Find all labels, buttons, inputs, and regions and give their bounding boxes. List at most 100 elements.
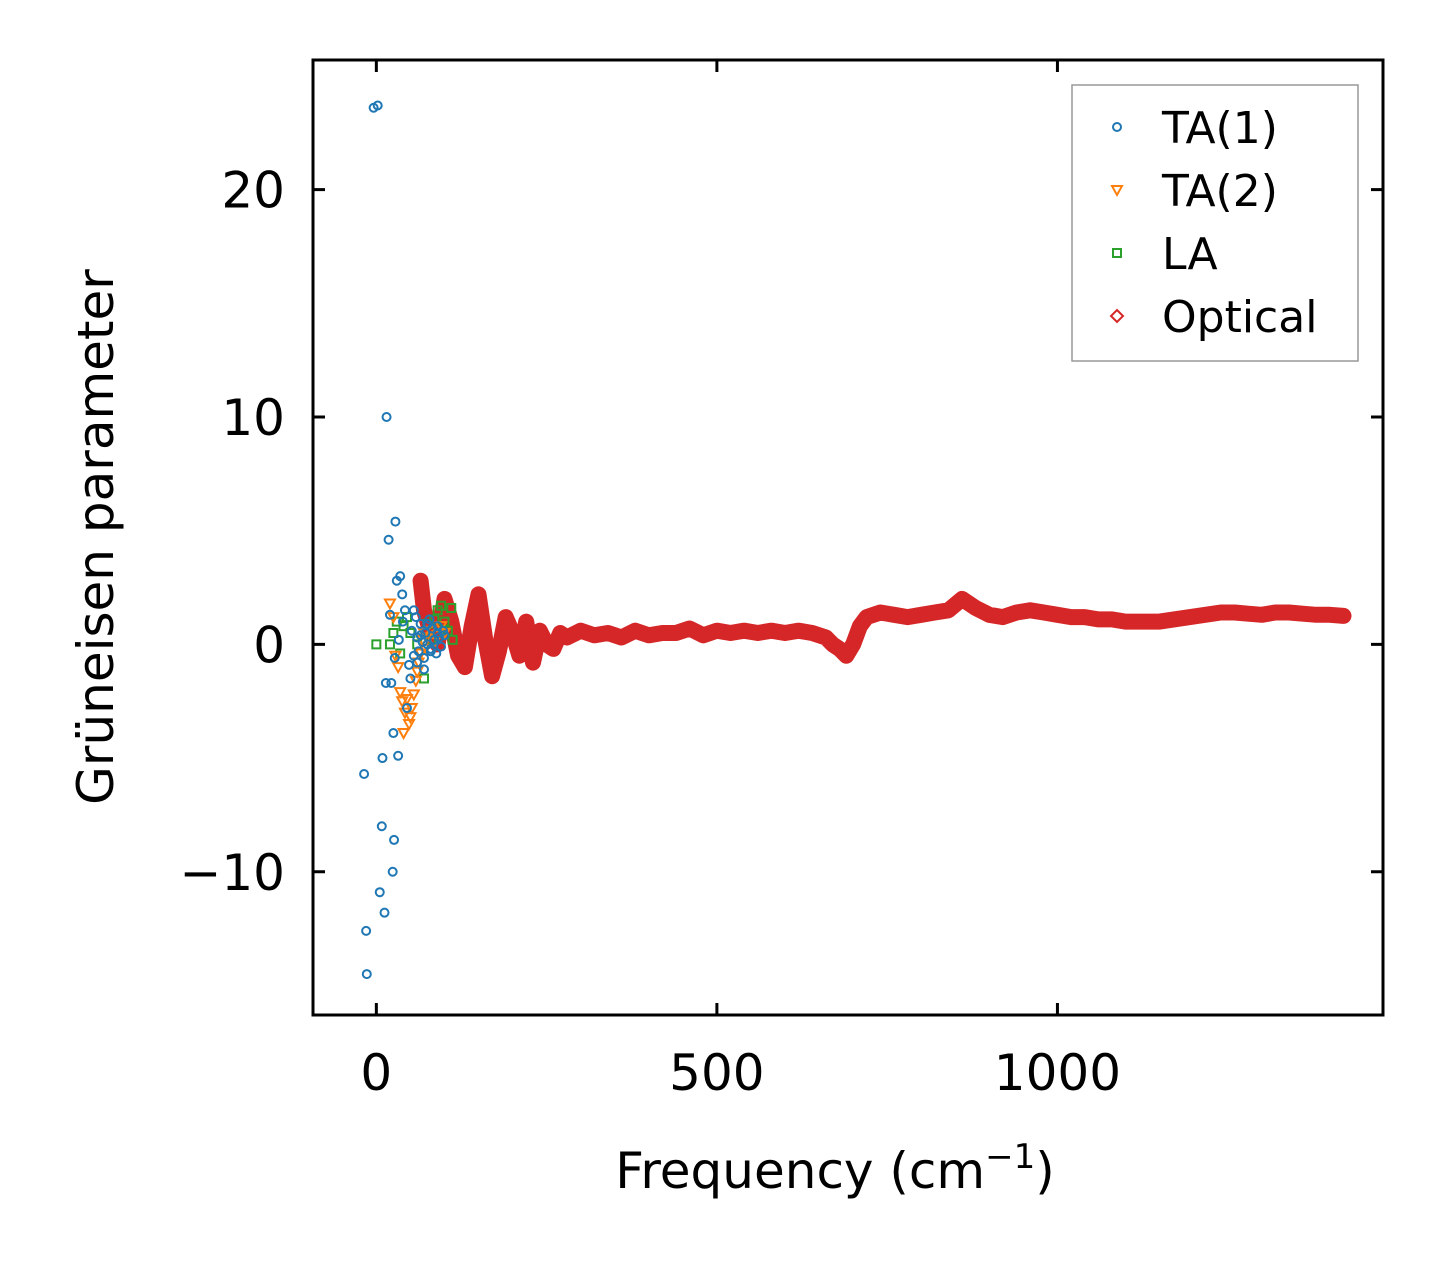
series-optical [412, 572, 1352, 685]
data-point [1152, 614, 1168, 630]
data-point [405, 703, 419, 716]
data-point [359, 768, 370, 779]
data-point [804, 625, 820, 641]
data-point [654, 625, 670, 641]
data-point [723, 625, 738, 641]
data-point [709, 623, 725, 639]
data-point [941, 602, 956, 618]
data-point [1213, 605, 1229, 620]
data-point [518, 614, 534, 630]
data-point [415, 618, 426, 629]
data-point [432, 628, 443, 638]
data-point [415, 630, 426, 641]
data-point [403, 712, 418, 725]
data-point [695, 627, 711, 643]
data-point [396, 728, 411, 741]
data-point [405, 673, 416, 684]
data-point [395, 571, 406, 582]
data-point [954, 591, 970, 607]
data-point [416, 602, 432, 618]
data-point [525, 655, 541, 670]
data-point [845, 636, 861, 652]
y-tick-label: 20 [221, 162, 285, 220]
data-point [401, 703, 412, 714]
data-point [505, 625, 520, 641]
data-point [1050, 607, 1065, 623]
legend-marker [1112, 248, 1122, 258]
data-point [379, 907, 390, 918]
data-point [398, 621, 409, 632]
data-point [410, 666, 424, 679]
legend-label: LA [1162, 229, 1218, 280]
legend: TA(1) TA(2) LA Optical [1071, 84, 1359, 362]
data-point [777, 625, 793, 641]
x-axis-ticks: 0 500 1000 [360, 60, 1121, 1102]
data-point [436, 641, 447, 652]
data-point [552, 625, 568, 641]
data-point [995, 609, 1011, 625]
data-point [484, 668, 500, 684]
plot-frame [311, 58, 1385, 1017]
data-point [447, 634, 458, 645]
data-point [1240, 606, 1256, 622]
data-point [383, 534, 394, 545]
data-point [1022, 602, 1038, 618]
data-point [425, 646, 436, 657]
data-point [614, 630, 629, 645]
data-point [372, 100, 383, 111]
data-point [391, 662, 405, 675]
data-point [872, 605, 888, 620]
data-point [384, 609, 395, 620]
data-point [393, 687, 407, 700]
data-point [1322, 607, 1338, 623]
data-point [471, 586, 486, 602]
y-tick-label: 10 [221, 389, 285, 447]
data-point [600, 625, 616, 641]
data-point [532, 623, 548, 639]
data-point [1267, 605, 1283, 620]
data-point [1227, 605, 1242, 620]
legend-item: TA(2) [1110, 166, 1278, 217]
data-point [838, 648, 854, 664]
data-point [832, 641, 847, 657]
legend-marker [1112, 122, 1122, 132]
data-point [573, 623, 589, 639]
data-point [511, 648, 527, 664]
legend-item: TA(1) [1112, 103, 1278, 154]
data-point [400, 693, 414, 706]
data-point [413, 573, 429, 589]
data-point [413, 646, 424, 657]
data-point [383, 598, 397, 611]
data-point [371, 639, 382, 650]
data-point [397, 589, 408, 600]
data-point [927, 605, 943, 620]
data-point [436, 600, 447, 611]
data-point [968, 600, 984, 616]
legend-label: Optical [1162, 292, 1317, 343]
legend-items: TA(1) TA(2) LA Optical [1109, 103, 1317, 343]
data-point [559, 630, 575, 645]
data-point [389, 653, 400, 664]
data-point [431, 648, 442, 659]
data-point [750, 625, 766, 641]
data-point [450, 648, 466, 664]
x-axis-label: Frequency (cm−1) [615, 1137, 1055, 1200]
data-point [859, 609, 875, 625]
data-point [397, 616, 408, 627]
data-point [406, 625, 417, 636]
data-point [408, 605, 419, 616]
data-point [627, 623, 643, 639]
data-point [464, 618, 480, 634]
data-point [389, 834, 400, 845]
legend-item: Optical [1109, 292, 1317, 343]
y-tick-label: 0 [253, 616, 285, 674]
legend-marker [1110, 185, 1124, 198]
x-tick-label: 500 [669, 1044, 764, 1102]
data-point [1036, 605, 1052, 620]
data-point [539, 636, 555, 652]
data-point [825, 636, 841, 652]
data-point [1281, 605, 1297, 620]
data-point [1063, 609, 1079, 625]
data-point [668, 625, 684, 641]
data-point [1295, 606, 1311, 622]
